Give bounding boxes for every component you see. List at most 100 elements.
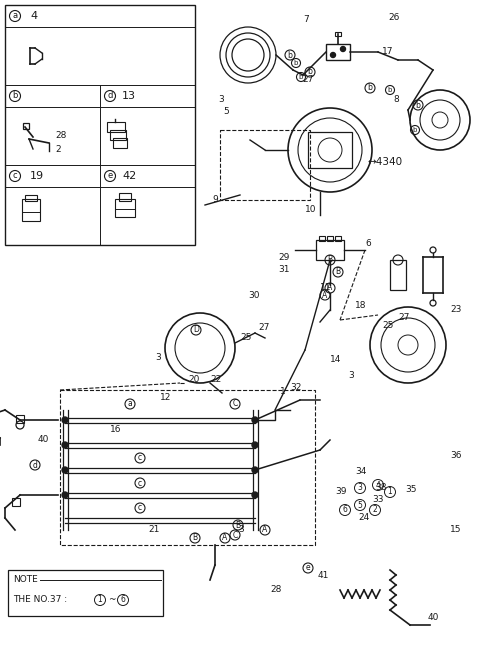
Text: 32: 32 [290, 384, 301, 392]
Text: 42: 42 [122, 171, 136, 181]
Circle shape [340, 46, 346, 52]
Text: 16: 16 [110, 426, 121, 434]
Text: 27: 27 [398, 313, 409, 323]
Text: C: C [232, 400, 238, 408]
Text: B: B [336, 268, 341, 276]
Text: D: D [193, 325, 199, 335]
Bar [308, 132, 352, 168]
Text: 13: 13 [122, 91, 136, 101]
Circle shape [331, 52, 336, 58]
Circle shape [252, 492, 258, 498]
Bar [316, 240, 344, 260]
Circle shape [252, 467, 258, 473]
Text: 40: 40 [38, 436, 49, 444]
Text: e: e [108, 171, 113, 181]
Circle shape [252, 417, 258, 423]
Text: 28: 28 [270, 586, 281, 594]
Text: 15: 15 [450, 525, 461, 535]
Text: 31: 31 [278, 266, 289, 274]
Text: 21: 21 [148, 525, 159, 535]
Text: b: b [299, 74, 303, 80]
Bar [326, 44, 350, 60]
Bar [319, 236, 325, 241]
Text: 4: 4 [30, 11, 37, 21]
Text: c: c [12, 171, 17, 181]
Text: 6: 6 [365, 240, 371, 248]
Bar [327, 236, 333, 241]
Text: C: C [232, 531, 238, 539]
Text: 3: 3 [348, 371, 354, 380]
Text: 26: 26 [388, 13, 399, 23]
Text: 7: 7 [303, 15, 309, 25]
Text: d: d [33, 461, 37, 469]
Text: B: B [192, 533, 198, 542]
Bar [115, 199, 135, 217]
Text: e: e [306, 564, 310, 572]
Text: A: A [263, 525, 268, 535]
Bar [60, 390, 315, 545]
Text: 39: 39 [335, 487, 347, 497]
Text: ↔4340: ↔4340 [368, 157, 403, 167]
Text: 25: 25 [240, 333, 252, 343]
Text: a: a [12, 11, 18, 21]
Bar [110, 130, 126, 140]
Text: ~: ~ [108, 596, 116, 604]
Circle shape [62, 492, 68, 498]
Bar [22, 199, 40, 221]
Text: 25: 25 [382, 321, 394, 329]
Text: 6: 6 [120, 596, 125, 604]
Bar [8, 570, 163, 616]
Circle shape [62, 467, 68, 473]
Text: 27: 27 [258, 323, 269, 333]
Text: b: b [368, 84, 372, 92]
Text: 1: 1 [388, 487, 392, 497]
Text: a: a [128, 400, 132, 408]
Text: 9: 9 [212, 195, 218, 205]
Text: 34: 34 [355, 467, 366, 477]
Text: 10: 10 [305, 205, 316, 214]
Text: 38: 38 [375, 483, 386, 493]
Text: b: b [294, 60, 298, 66]
Text: 20: 20 [188, 376, 199, 384]
Text: 3: 3 [238, 525, 244, 535]
Text: 2: 2 [372, 505, 377, 515]
Bar [16, 415, 24, 423]
Text: 5: 5 [223, 108, 229, 116]
Text: b: b [308, 68, 312, 76]
Text: 41: 41 [318, 570, 329, 580]
Text: 23: 23 [450, 305, 461, 315]
Bar [113, 138, 127, 148]
Text: c: c [138, 479, 142, 487]
Text: 5: 5 [358, 501, 362, 509]
Text: 19: 19 [30, 171, 44, 181]
Text: b: b [12, 92, 18, 100]
Circle shape [252, 442, 258, 448]
Text: 3: 3 [358, 483, 362, 493]
Text: 29: 29 [278, 254, 289, 262]
Text: 2: 2 [55, 145, 60, 153]
Bar [335, 236, 341, 241]
Text: b: b [413, 127, 417, 133]
Text: 14: 14 [330, 355, 341, 365]
Text: 35: 35 [405, 485, 417, 495]
Text: A: A [222, 533, 228, 542]
Text: 24: 24 [358, 513, 369, 523]
Bar [107, 122, 125, 132]
Text: 11: 11 [320, 284, 332, 293]
Text: A: A [323, 291, 328, 299]
Text: 12: 12 [160, 394, 171, 402]
Text: NOTE: NOTE [13, 576, 38, 584]
Text: 40: 40 [428, 614, 439, 623]
Text: THE NO.37 :: THE NO.37 : [13, 596, 70, 604]
Text: 33: 33 [372, 495, 384, 505]
Bar [220, 130, 310, 200]
Text: 22: 22 [210, 376, 221, 384]
Text: 17: 17 [382, 48, 394, 56]
Bar [335, 32, 341, 36]
Circle shape [62, 417, 68, 423]
Text: d: d [108, 92, 113, 100]
Text: B: B [327, 256, 333, 264]
Text: 8: 8 [393, 96, 399, 104]
Text: b: b [416, 100, 420, 110]
Circle shape [62, 442, 68, 448]
